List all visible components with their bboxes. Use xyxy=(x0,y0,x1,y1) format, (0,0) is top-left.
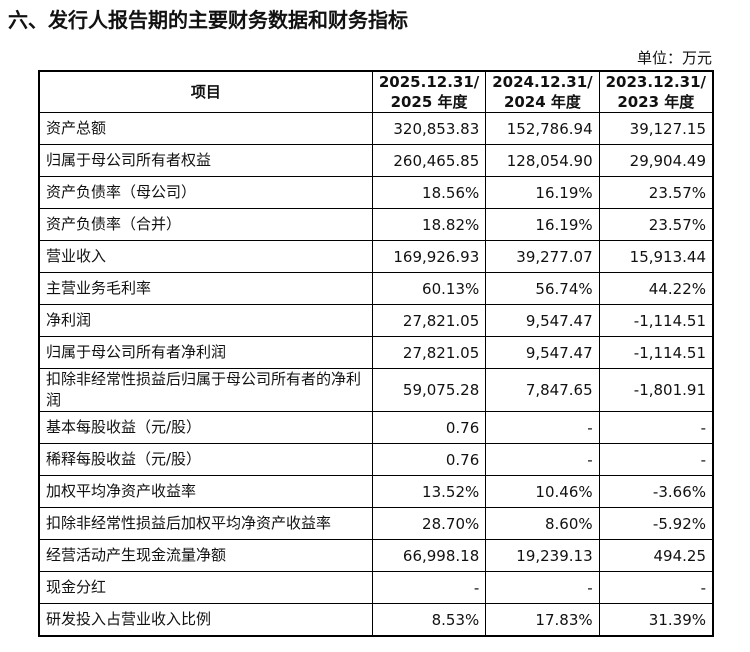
table-row: 归属于母公司所有者净利润 27,821.05 9,547.47 -1,114.51 xyxy=(38,336,714,369)
row-label: 加权平均净资产收益率 xyxy=(38,475,373,508)
table-row: 经营活动产生现金流量净额 66,998.18 19,239.13 494.25 xyxy=(38,539,714,572)
row-label: 扣除非经常性损益后加权平均净资产收益率 xyxy=(38,507,373,540)
header-line: 2024 年度 xyxy=(503,93,581,111)
cell-value: -3.66% xyxy=(598,475,714,508)
header-row: 项目 2025.12.31/2025 年度 2024.12.31/2024 年度 20… xyxy=(38,70,714,113)
row-label: 归属于母公司所有者权益 xyxy=(38,144,373,177)
row-label: 资产总额 xyxy=(38,112,373,145)
table-row: 归属于母公司所有者权益 260,465.85 128,054.90 29,904.49 xyxy=(38,144,714,177)
table-body: 资产总额 320,853.83 152,786.94 39,127.15 归属于母公司所… xyxy=(38,112,714,637)
cell-value: 66,998.18 xyxy=(371,539,487,572)
cell-value: - xyxy=(485,411,600,444)
column-header: 2025.12.31/2025 年度 xyxy=(371,70,487,113)
cell-value: -5.92% xyxy=(598,507,714,540)
table-row: 研发投入占营业收入比例 8.53% 17.83% 31.39% xyxy=(38,603,714,637)
cell-value: 494.25 xyxy=(598,539,714,572)
row-label: 基本每股收益（元/股） xyxy=(38,411,373,444)
table-row: 扣除非经常性损益后加权平均净资产收益率 28.70% 8.60% -5.92% xyxy=(38,507,714,540)
cell-value: - xyxy=(598,443,714,476)
cell-value: 19,239.13 xyxy=(485,539,600,572)
table-row: 资产总额 320,853.83 152,786.94 39,127.15 xyxy=(38,112,714,145)
cell-value: 27,821.05 xyxy=(371,336,487,369)
cell-value: - xyxy=(371,571,487,604)
cell-value: 28.70% xyxy=(371,507,487,540)
header-line: 2023 年度 xyxy=(617,93,695,111)
row-label: 经营活动产生现金流量净额 xyxy=(38,539,373,572)
header-line: 2025 年度 xyxy=(390,93,468,111)
row-label: 主营业务毛利率 xyxy=(38,272,373,305)
table-row: 净利润 27,821.05 9,547.47 -1,114.51 xyxy=(38,304,714,337)
table-row: 资产负债率（母公司） 18.56% 16.19% 23.57% xyxy=(38,176,714,209)
cell-value: 27,821.05 xyxy=(371,304,487,337)
column-header: 项目 xyxy=(38,70,373,113)
header-line: 2025.12.31/ xyxy=(378,73,480,91)
finance-table: 项目 2025.12.31/2025 年度 2024.12.31/2024 年度 20… xyxy=(38,70,714,637)
row-label: 扣除非经常性损益后归属于母公司所有者的净利润 xyxy=(38,368,373,412)
cell-value: 16.19% xyxy=(485,176,600,209)
cell-value: 8.60% xyxy=(485,507,600,540)
cell-value: - xyxy=(598,411,714,444)
cell-value: 16.19% xyxy=(485,208,600,241)
cell-value: -1,114.51 xyxy=(598,336,714,369)
cell-value: 23.57% xyxy=(598,176,714,209)
table-row: 扣除非经常性损益后归属于母公司所有者的净利润 59,075.28 7,847.65-… xyxy=(38,368,714,412)
row-label: 研发投入占营业收入比例 xyxy=(38,603,373,637)
table-row: 稀释每股收益（元/股） 0.76- - xyxy=(38,443,714,476)
cell-value: - xyxy=(485,443,600,476)
cell-value: 44.22% xyxy=(598,272,714,305)
row-label: 归属于母公司所有者净利润 xyxy=(38,336,373,369)
table-row: 加权平均净资产收益率 13.52% 10.46% -3.66% xyxy=(38,475,714,508)
cell-value: 169,926.93 xyxy=(371,240,487,273)
cell-value: 29,904.49 xyxy=(598,144,714,177)
cell-value: 59,075.28 xyxy=(371,368,487,412)
cell-value: 23.57% xyxy=(598,208,714,241)
cell-value: 128,054.90 xyxy=(485,144,600,177)
cell-value: 39,277.07 xyxy=(485,240,600,273)
header-line: 项目 xyxy=(190,83,221,101)
cell-value: 8.53% xyxy=(371,603,487,637)
cell-value: 10.46% xyxy=(485,475,600,508)
header-line: 2023.12.31/ xyxy=(605,73,706,91)
cell-value: 0.76 xyxy=(371,411,487,444)
cell-value: 0.76 xyxy=(371,443,487,476)
table-row: 基本每股收益（元/股） 0.76- - xyxy=(38,411,714,444)
cell-value: 152,786.94 xyxy=(485,112,600,145)
cell-value: - xyxy=(598,571,714,604)
table-row: 营业收入 169,926.93 39,277.07 15,913.44 xyxy=(38,240,714,273)
cell-value: 31.39% xyxy=(598,603,714,637)
cell-value: 56.74% xyxy=(485,272,600,305)
table-row: 主营业务毛利率 60.13% 56.74% 44.22% xyxy=(38,272,714,305)
cell-value: 7,847.65 xyxy=(485,368,600,412)
cell-value: 9,547.47 xyxy=(485,336,600,369)
cell-value: 60.13% xyxy=(371,272,487,305)
cell-value: -1,114.51 xyxy=(598,304,714,337)
table-row: 现金分红 - - - xyxy=(38,571,714,604)
cell-value: 18.82% xyxy=(371,208,487,241)
column-header: 2023.12.31/2023 年度 xyxy=(598,70,714,113)
row-label: 净利润 xyxy=(38,304,373,337)
cell-value: -1,801.91 xyxy=(598,368,714,412)
table-row: 资产负债率（合并） 18.82% 16.19% 23.57% xyxy=(38,208,714,241)
row-label: 营业收入 xyxy=(38,240,373,273)
cell-value: 39,127.15 xyxy=(598,112,714,145)
cell-value: 15,913.44 xyxy=(598,240,714,273)
cell-value: 260,465.85 xyxy=(371,144,487,177)
cell-value: 13.52% xyxy=(371,475,487,508)
cell-value: 320,853.83 xyxy=(371,112,487,145)
cell-value: 17.83% xyxy=(485,603,600,637)
section-title: 六、发行人报告期的主要财务数据和财务指标 xyxy=(8,8,408,32)
row-label: 稀释每股收益（元/股） xyxy=(38,443,373,476)
row-label: 资产负债率（合并） xyxy=(38,208,373,241)
row-label: 现金分红 xyxy=(38,571,373,604)
row-label: 资产负债率（母公司） xyxy=(38,176,373,209)
cell-value: 18.56% xyxy=(371,176,487,209)
header-line: 2024.12.31/ xyxy=(492,73,593,91)
unit-label: 单位：万元 xyxy=(636,49,712,67)
cell-value: - xyxy=(485,571,600,604)
cell-value: 9,547.47 xyxy=(485,304,600,337)
column-header: 2024.12.31/2024 年度 xyxy=(485,70,600,113)
